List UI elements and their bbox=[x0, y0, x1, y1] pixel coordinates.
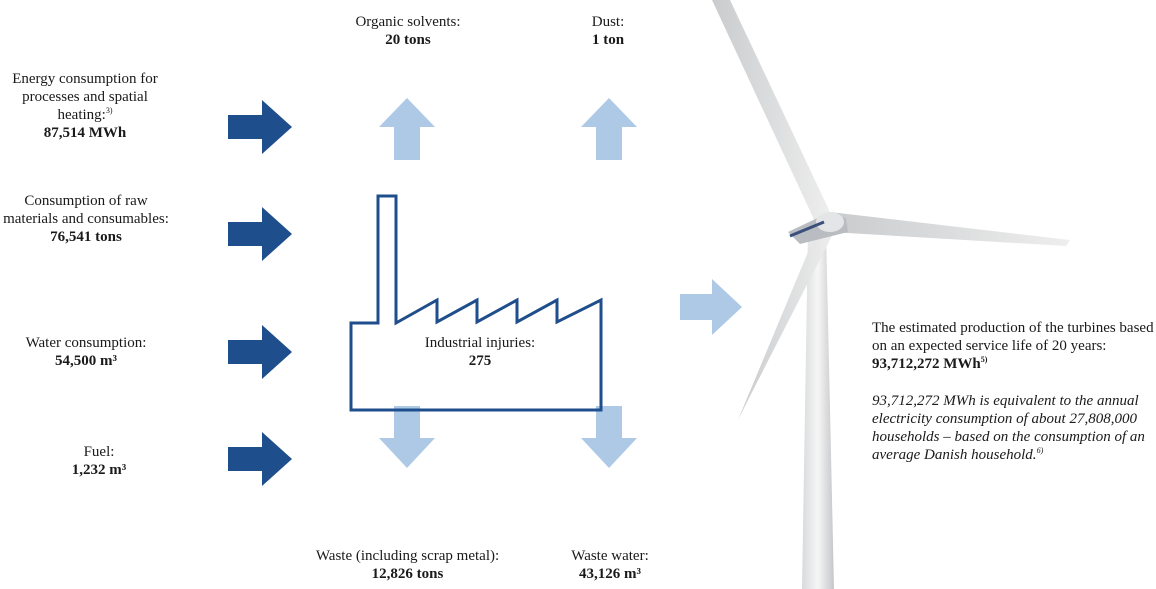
text: Consumption of raw materials and consuma… bbox=[3, 193, 169, 227]
waste-label: Waste water: 43,126 m³ bbox=[545, 547, 675, 583]
input-arrows bbox=[228, 100, 292, 486]
emission-label: Dust: 1 ton bbox=[540, 13, 676, 49]
tower bbox=[802, 230, 834, 589]
input-label: Energy consumption for processes and spa… bbox=[0, 70, 170, 142]
arrow-down bbox=[379, 406, 435, 468]
text: 275 bbox=[468, 353, 492, 369]
text: The estimated production of the turbines… bbox=[872, 320, 1154, 354]
arrow-up bbox=[581, 98, 637, 160]
text: Dust: bbox=[591, 14, 625, 30]
input-label: Consumption of raw materials and consuma… bbox=[0, 192, 172, 246]
nacelle-stripe bbox=[789, 220, 825, 238]
output-text: The estimated production of the turbines… bbox=[872, 319, 1154, 373]
text: 43,126 m³ bbox=[579, 566, 641, 582]
arrow-down bbox=[581, 406, 637, 468]
arrow-right bbox=[228, 100, 292, 154]
text: 1,232 m³ bbox=[71, 462, 127, 478]
text: Waste water: bbox=[571, 548, 649, 564]
text: 20 tons bbox=[385, 32, 431, 48]
text: 54,500 m³ bbox=[55, 353, 117, 369]
output-arrows bbox=[379, 98, 742, 468]
equivalence-note: 93,712,272 MWh is equivalent to the annu… bbox=[872, 392, 1154, 464]
center-label: Industrial injuries: 275 bbox=[380, 334, 580, 370]
text: 12,826 tons bbox=[371, 566, 444, 582]
waste-label: Waste (including scrap metal): 12,826 ton… bbox=[285, 547, 530, 583]
text: 87,514 MWh bbox=[43, 125, 127, 141]
text: Industrial injuries: bbox=[424, 335, 536, 351]
input-label: Water consumption: 54,500 m³ bbox=[0, 334, 172, 370]
text: 1 ton bbox=[591, 32, 625, 48]
blade bbox=[738, 228, 834, 420]
text: 6) bbox=[1036, 446, 1044, 455]
text: Organic solvents: bbox=[355, 14, 461, 30]
arrow-right bbox=[680, 279, 742, 335]
text: Fuel: bbox=[83, 444, 115, 460]
emission-label: Organic solvents: 20 tons bbox=[320, 13, 496, 49]
hub bbox=[816, 212, 844, 232]
factory bbox=[349, 194, 603, 412]
arrow-right bbox=[228, 325, 292, 379]
arrow-up bbox=[379, 98, 435, 160]
blade bbox=[830, 212, 1070, 246]
text: Water consumption: bbox=[25, 335, 147, 351]
arrow-right bbox=[228, 432, 292, 486]
text: 93,712,272 MWh is equivalent to the annu… bbox=[872, 393, 1145, 463]
text: Energy consumption for processes and spa… bbox=[12, 71, 158, 123]
text: Waste (including scrap metal): bbox=[315, 548, 500, 564]
text: 93,712,272 MWh bbox=[872, 356, 981, 372]
arrow-right bbox=[228, 207, 292, 261]
text: 5) bbox=[980, 355, 988, 364]
input-label: Fuel: 1,232 m³ bbox=[0, 443, 198, 479]
blade bbox=[712, 0, 830, 228]
text: 3) bbox=[105, 106, 113, 115]
text: 76,541 tons bbox=[50, 229, 122, 245]
